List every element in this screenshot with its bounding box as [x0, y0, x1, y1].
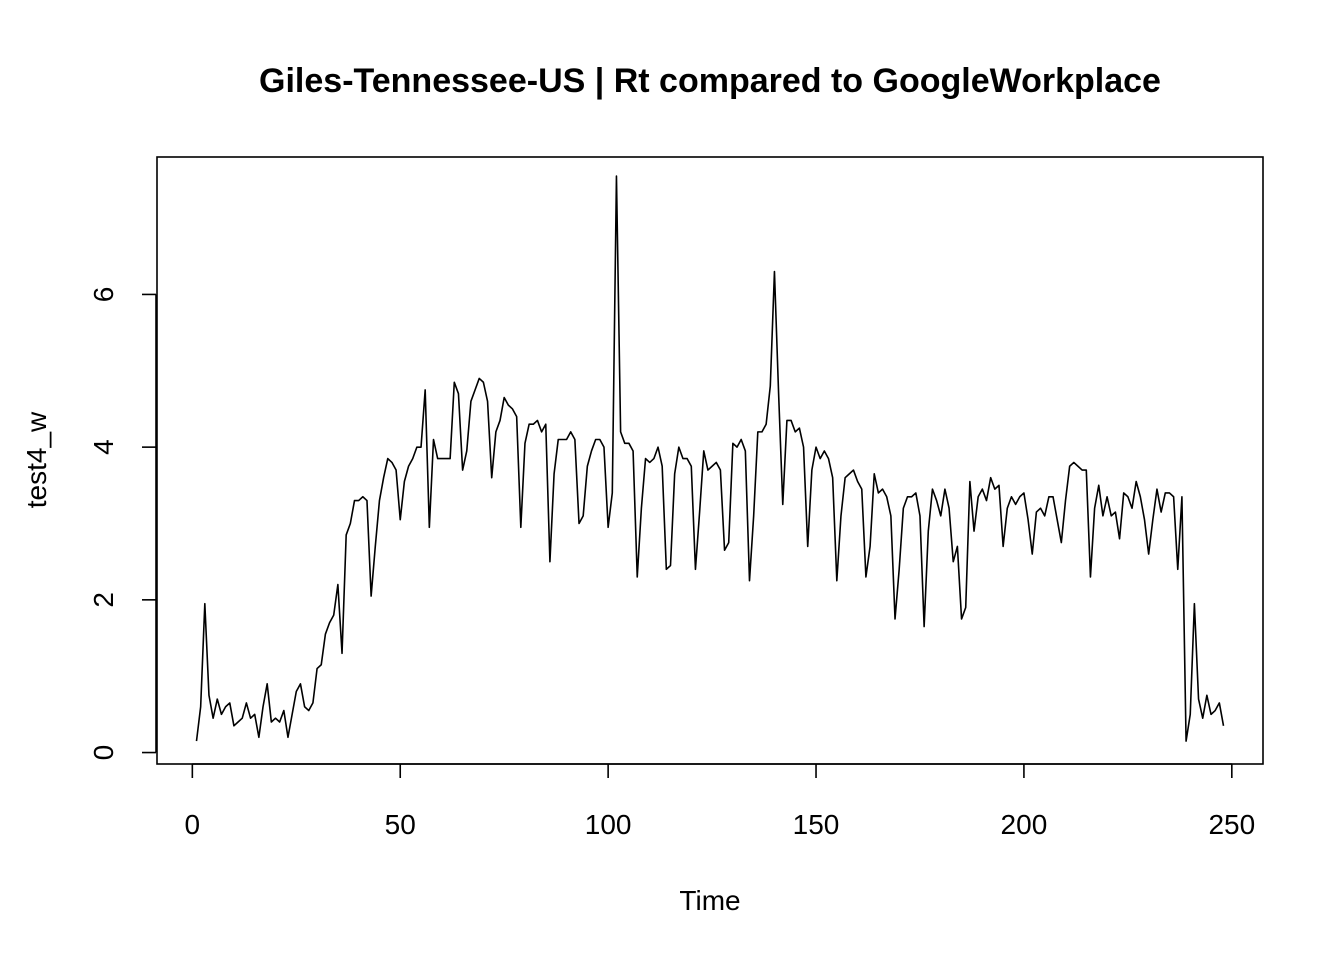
- x-axis: 0 50 100 150 200 250: [185, 763, 1255, 840]
- plot-frame: [156, 156, 1264, 765]
- x-tick-label: 50: [385, 809, 416, 840]
- y-tick-label: 4: [88, 439, 119, 455]
- y-axis-label: test4_w: [21, 411, 52, 508]
- x-tick-label: 0: [185, 809, 201, 840]
- y-axis: 0 2 4 6: [88, 287, 157, 761]
- x-axis-label: Time: [679, 885, 740, 916]
- x-tick-label: 250: [1208, 809, 1255, 840]
- series-line: [195, 175, 1225, 742]
- y-tick-label: 6: [88, 287, 119, 303]
- x-tick-label: 150: [793, 809, 840, 840]
- chart-title: Giles-Tennessee-US | Rt compared to Goog…: [259, 62, 1161, 100]
- y-tick-label: 0: [88, 745, 119, 761]
- y-tick-label: 2: [88, 592, 119, 608]
- x-tick-label: 200: [1001, 809, 1048, 840]
- x-tick-label: 100: [585, 809, 632, 840]
